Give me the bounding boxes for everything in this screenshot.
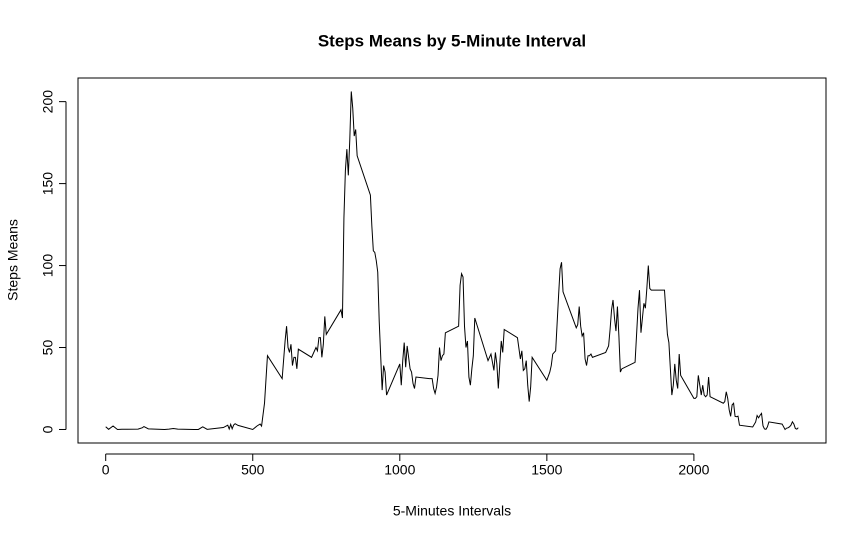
data-line — [105, 91, 799, 431]
y-tick-label: 150 — [40, 172, 56, 196]
x-axis-label: 5-Minutes Intervals — [393, 503, 511, 519]
chart-title: Steps Means by 5-Minute Interval — [318, 31, 586, 50]
y-tick-label: 100 — [40, 254, 56, 278]
y-tick-label: 0 — [40, 425, 56, 433]
y-tick-label: 200 — [40, 90, 56, 114]
x-tick-label: 1000 — [384, 462, 415, 478]
y-axis-label: Steps Means — [5, 219, 21, 301]
y-tick-label: 50 — [40, 340, 56, 356]
x-tick-label: 2000 — [678, 462, 709, 478]
x-tick-label: 500 — [241, 462, 265, 478]
x-tick-label: 1500 — [531, 462, 562, 478]
x-tick-label: 0 — [102, 462, 110, 478]
plot-box — [77, 77, 827, 444]
